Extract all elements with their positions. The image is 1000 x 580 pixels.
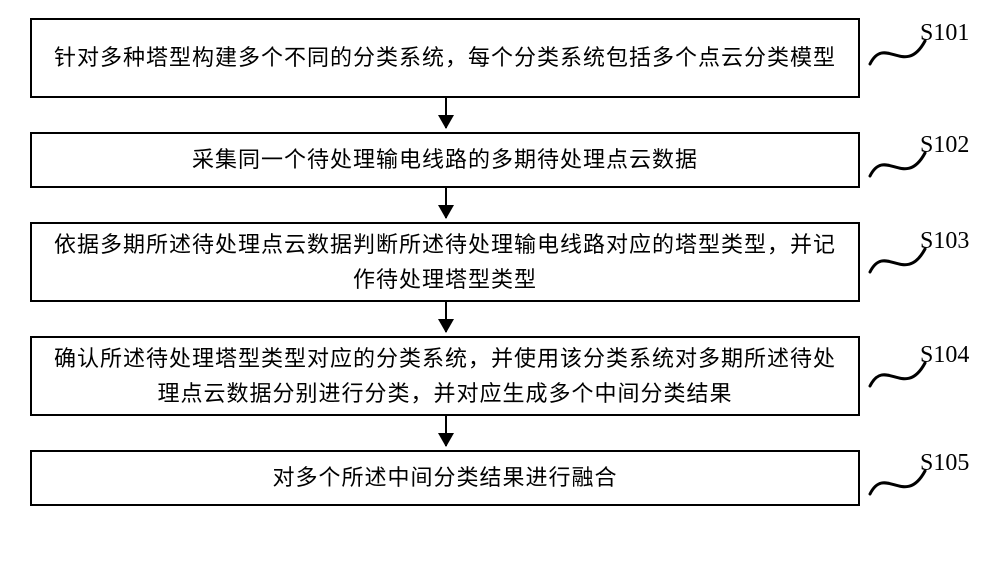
flow-arrow <box>445 98 447 128</box>
connector-squiggle <box>865 26 935 76</box>
step-box-s103: 依据多期所述待处理点云数据判断所述待处理输电线路对应的塔型类型，并记作待处理塔型… <box>30 222 860 302</box>
step-text: 针对多种塔型构建多个不同的分类系统，每个分类系统包括多个点云分类模型 <box>54 40 836 75</box>
connector-squiggle <box>865 234 935 284</box>
connector-squiggle <box>865 348 935 398</box>
step-box-s104: 确认所述待处理塔型类型对应的分类系统，并使用该分类系统对多期所述待处理点云数据分… <box>30 336 860 416</box>
step-text: 确认所述待处理塔型类型对应的分类系统，并使用该分类系统对多期所述待处理点云数据分… <box>44 341 846 411</box>
step-box-s102: 采集同一个待处理输电线路的多期待处理点云数据 <box>30 132 860 188</box>
step-text: 对多个所述中间分类结果进行融合 <box>272 460 617 495</box>
step-box-s105: 对多个所述中间分类结果进行融合 <box>30 450 860 506</box>
flow-arrow <box>445 302 447 332</box>
connector-squiggle <box>865 456 935 506</box>
step-text: 采集同一个待处理输电线路的多期待处理点云数据 <box>192 142 698 177</box>
connector-squiggle <box>865 138 935 188</box>
flowchart-canvas: 针对多种塔型构建多个不同的分类系统，每个分类系统包括多个点云分类模型S101采集… <box>0 0 1000 580</box>
flow-arrow <box>445 188 447 218</box>
flow-arrow <box>445 416 447 446</box>
step-text: 依据多期所述待处理点云数据判断所述待处理输电线路对应的塔型类型，并记作待处理塔型… <box>44 227 846 297</box>
step-box-s101: 针对多种塔型构建多个不同的分类系统，每个分类系统包括多个点云分类模型 <box>30 18 860 98</box>
